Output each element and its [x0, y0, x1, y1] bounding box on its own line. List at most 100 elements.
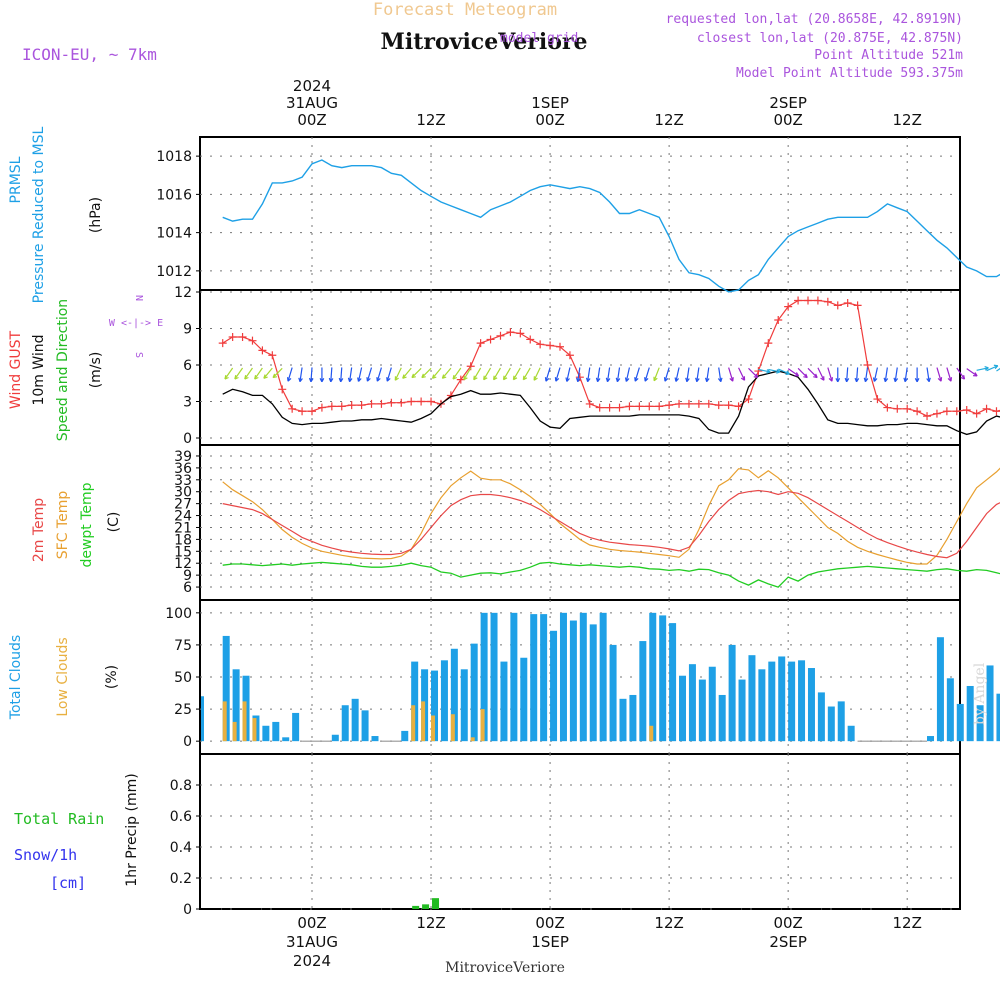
- wind-dir-arrowhead: [411, 373, 416, 379]
- chart-marks: [200, 159, 1000, 910]
- wind-dir-arrow: [644, 367, 650, 382]
- gust-point: [675, 399, 684, 408]
- wind-dir-arrow: [577, 367, 581, 382]
- wind-dir-arrowhead: [328, 377, 334, 383]
- pressure-label-1: PRMSL: [8, 156, 24, 203]
- gust-point: [308, 407, 316, 416]
- wind-dir-arrowhead: [366, 377, 371, 382]
- wind-dir-arrow: [421, 367, 432, 379]
- gust-point: [595, 403, 604, 412]
- wind-dir-arrow: [986, 365, 999, 372]
- wind-dir-arrowhead: [533, 376, 538, 381]
- wind-dir-arrow: [686, 367, 690, 382]
- axis-ticks: 1012101410161018036912691215182124273033…: [156, 77, 922, 970]
- bottom-date-tick: 1SEP: [531, 933, 569, 951]
- y-tick-label: 36: [174, 461, 192, 477]
- wind-dir-arrowhead: [502, 375, 508, 381]
- y-tick-label: 1018: [156, 149, 192, 165]
- gust-point: [546, 341, 555, 350]
- total-cloud-bar: [966, 685, 974, 742]
- y-tick-label: 1014: [156, 226, 192, 242]
- wind-dir-arrow: [493, 367, 501, 380]
- wind-dir-arrowhead: [973, 372, 978, 377]
- wind-dir-arrowhead: [441, 374, 447, 379]
- total-cloud-bar: [768, 661, 776, 742]
- wind-dir-arrowhead: [624, 377, 630, 382]
- gust-point: [665, 401, 674, 410]
- gust-point: [337, 402, 346, 411]
- total-cloud-bar: [986, 665, 994, 742]
- gust-point: [923, 412, 932, 421]
- bottom-time-tick: 12Z: [654, 914, 683, 932]
- gust-point: [506, 328, 515, 337]
- bottom-date-tick: 2SEP: [769, 933, 807, 951]
- wind-dir-arrow: [512, 367, 521, 380]
- low-cloud-bar: [242, 701, 247, 742]
- wind-dir-arrow: [432, 367, 442, 379]
- gust-point: [992, 407, 1000, 416]
- y-tick-label: 0.6: [170, 809, 192, 825]
- wind-dir-arrowhead: [704, 377, 710, 383]
- total-cloud-bar: [272, 721, 280, 742]
- y-tick-label: 3: [183, 395, 192, 411]
- gust-point: [635, 402, 644, 411]
- wind-dir-arrow: [366, 367, 373, 382]
- total-cloud-bar: [609, 644, 617, 742]
- low-cloud-bar: [470, 737, 475, 742]
- wind-dir-arrowhead: [585, 377, 591, 383]
- total-cloud-bar: [817, 692, 825, 742]
- wind-dir-arrow: [452, 367, 462, 380]
- low-cloud-bar: [421, 701, 426, 742]
- y-tick-label: 75: [174, 638, 192, 654]
- gust-point: [496, 331, 505, 340]
- pressure-line: [222, 159, 1000, 293]
- gust-point: [218, 339, 227, 348]
- y-tick-label: 24: [174, 509, 192, 525]
- y-tick-label: 9: [183, 568, 192, 584]
- total-cloud-bar: [589, 624, 597, 742]
- gust-point: [536, 340, 545, 349]
- gust-point: [625, 402, 634, 411]
- wind-dir-arrowhead: [544, 377, 550, 382]
- y-tick-label: 21: [174, 520, 192, 536]
- gust-point: [387, 398, 396, 407]
- wind-dir-arrowhead: [244, 375, 249, 380]
- low-cloud-bar: [232, 721, 237, 742]
- wind-dir-arrowhead: [813, 373, 818, 379]
- total-cloud-bar: [540, 614, 548, 742]
- total-cloud-bar: [510, 612, 518, 742]
- wind-dir-arrowhead: [776, 369, 781, 374]
- snow-unit: [cm]: [50, 874, 86, 892]
- total-cloud-bar: [450, 648, 458, 742]
- low-cloud-bar: [480, 709, 485, 742]
- low-cloud-bar: [431, 715, 436, 742]
- wind-dir-arrowhead: [926, 377, 931, 383]
- wind-dir-arrow: [634, 367, 640, 382]
- wind-dir-arrowhead: [576, 377, 581, 383]
- gust-point: [813, 296, 822, 305]
- gust-point: [417, 397, 426, 406]
- bottom-time-tick: 12Z: [893, 914, 922, 932]
- speed-dir-label: Speed and Direction: [55, 299, 71, 441]
- wind-dir-arrow: [483, 367, 492, 380]
- total-cloud-bar: [282, 737, 290, 742]
- total-cloud-bar: [470, 643, 478, 742]
- gust-point: [357, 401, 366, 410]
- wind-dir-arrow: [758, 368, 771, 373]
- total-cloud-bar: [579, 612, 587, 742]
- y-tick-label: 6: [183, 358, 192, 374]
- bottom-time-tick: 00Z: [535, 914, 564, 932]
- wind-dir-arrowhead: [473, 375, 478, 381]
- wind-dir-arrow: [234, 367, 244, 380]
- total-cloud-bar: [758, 669, 766, 742]
- total-cloud-bar: [807, 668, 815, 742]
- wind-dir-arrowhead: [376, 377, 381, 382]
- wind-dir-arrowhead: [263, 374, 268, 379]
- wind-dir-arrowhead: [565, 377, 570, 382]
- wind-dir-arrowhead: [421, 373, 426, 379]
- total-cloud-bar: [629, 694, 637, 742]
- total-cloud-bar: [847, 725, 855, 742]
- wind-dir-arrow: [738, 367, 746, 381]
- wind-dir-arrow: [299, 367, 303, 382]
- wind-dir-arrow: [956, 367, 966, 380]
